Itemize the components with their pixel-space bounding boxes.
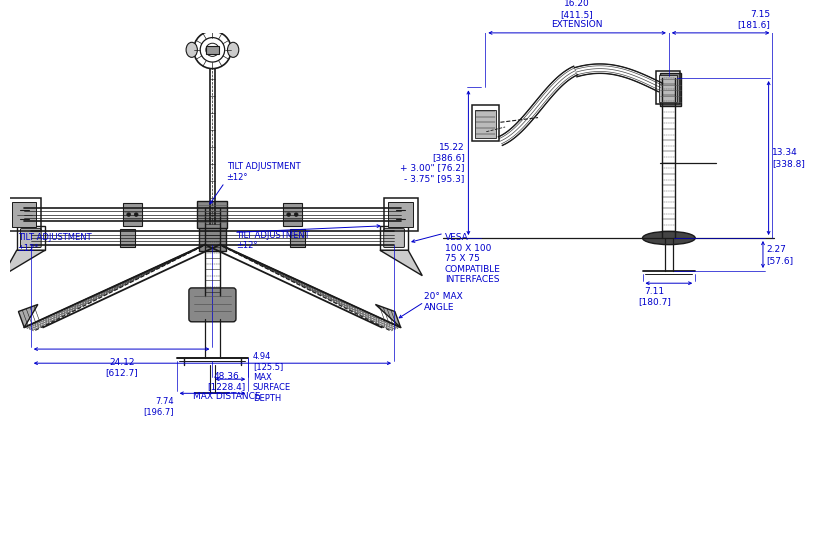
Bar (197, 201, 227, 228)
Bar (7, 198, 42, 232)
Bar (472, 105, 498, 141)
Text: VESA
100 X 100
75 X 75
COMPATIBLE
INTERFACES: VESA 100 X 100 75 X 75 COMPATIBLE INTERF… (445, 233, 501, 284)
Bar (660, 73, 681, 106)
Text: 20° MAX
ANGLE: 20° MAX ANGLE (424, 292, 463, 312)
Text: 7.74
[196.7]: 7.74 [196.7] (143, 397, 174, 416)
Ellipse shape (186, 42, 197, 57)
Circle shape (127, 213, 130, 217)
Bar (380, 226, 408, 251)
FancyBboxPatch shape (189, 288, 236, 322)
Text: 16.20
[411.5]
EXTENSION: 16.20 [411.5] EXTENSION (551, 0, 602, 29)
Bar (17, 226, 45, 251)
Bar (120, 229, 135, 247)
Text: 24.12
[612.7]: 24.12 [612.7] (105, 358, 138, 377)
Bar (659, 75, 677, 102)
Polygon shape (19, 305, 38, 328)
Text: 7.11
[180.7]: 7.11 [180.7] (638, 287, 672, 306)
Bar (199, 225, 225, 251)
Bar (206, 46, 219, 54)
Circle shape (287, 213, 291, 217)
Ellipse shape (227, 42, 239, 57)
Text: 13.34
[338.8]: 13.34 [338.8] (772, 148, 805, 168)
Text: 15.22
[386.6]
+ 3.00" [76.2]
- 3.75" [95.3]: 15.22 [386.6] + 3.00" [76.2] - 3.75" [95… (400, 143, 465, 183)
Text: 48.36
[1228.4]
MAX DISTANCE: 48.36 [1228.4] MAX DISTANCE (193, 372, 260, 401)
Bar (383, 198, 418, 232)
Text: 4.94
[125.5]
MAX
SURFACE
DEPTH: 4.94 [125.5] MAX SURFACE DEPTH (253, 352, 291, 403)
Polygon shape (380, 251, 422, 276)
Polygon shape (2, 251, 45, 276)
Text: 2.27
[57.6]: 2.27 [57.6] (767, 246, 794, 264)
Text: TILT ADJUSTMENT
±12°: TILT ADJUSTMENT ±12° (18, 233, 91, 253)
Bar (475, 110, 496, 138)
Bar (123, 203, 142, 226)
Circle shape (134, 213, 138, 217)
Text: TILT ADJUSTMENT
±12°: TILT ADJUSTMENT ±12° (236, 230, 309, 250)
Bar (290, 229, 304, 247)
Bar (283, 203, 302, 226)
Text: 7.15
[181.6]: 7.15 [181.6] (737, 9, 771, 29)
Circle shape (295, 213, 298, 217)
FancyBboxPatch shape (383, 229, 405, 247)
Bar (12, 202, 37, 227)
Text: TILT ADJUSTMENT
±12°: TILT ADJUSTMENT ±12° (226, 162, 300, 181)
Bar (388, 202, 413, 227)
Polygon shape (375, 305, 400, 328)
Bar (656, 70, 681, 104)
FancyBboxPatch shape (20, 229, 42, 247)
Ellipse shape (642, 232, 695, 244)
